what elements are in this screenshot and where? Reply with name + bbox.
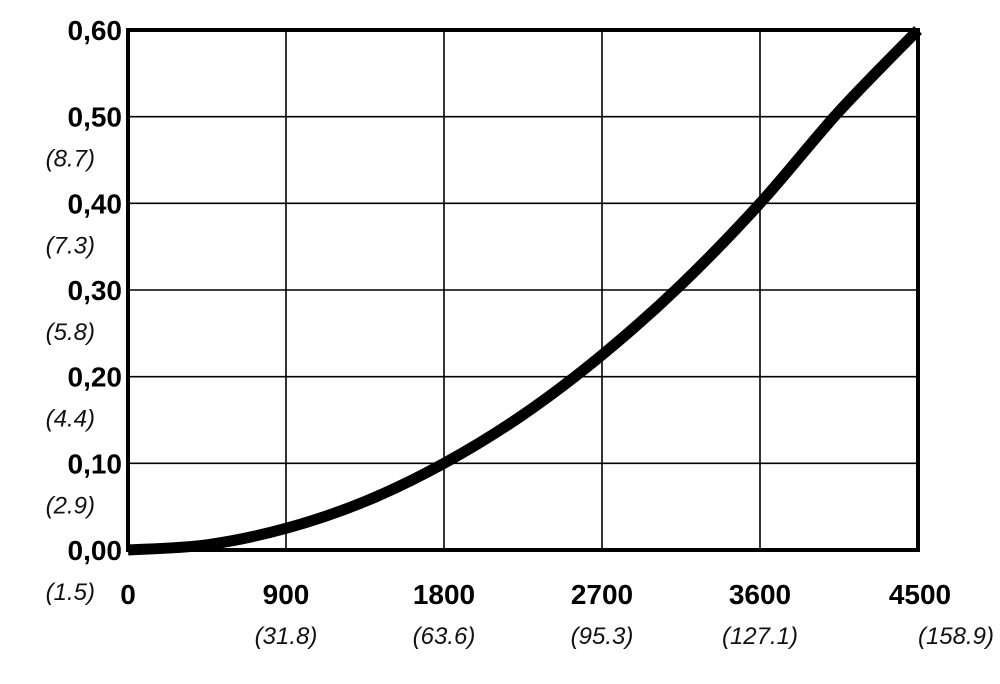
- y-tick-alt-label: (5.8): [46, 319, 95, 346]
- x-tick-label: 900: [263, 579, 310, 610]
- series-line-0: [127, 26, 922, 556]
- y-tick-label: 0,20: [68, 362, 123, 393]
- x-tick-label: 4500: [889, 579, 951, 610]
- x-tick-label: 1800: [413, 579, 475, 610]
- x-tick-alt-label: (63.6): [413, 623, 476, 650]
- x-tick-label: 2700: [571, 579, 633, 610]
- y-axis-ticks: 0,00 (1.5) 0,10 (2.9) 0,20 (4.4) 0,30 (5.8) 0,40…: [46, 15, 122, 606]
- x-tick-alt-label: (95.3): [571, 623, 634, 650]
- y-tick-label: 0,40: [68, 188, 123, 219]
- x-tick-alt-label: (31.8): [255, 623, 318, 650]
- grid-lines: [127, 29, 919, 551]
- y-tick-label: 0,10: [68, 448, 123, 479]
- y-tick-label: 0,50: [68, 102, 123, 133]
- y-tick-label: 0,30: [68, 275, 123, 306]
- x-tick-alt-label: (127.1): [722, 623, 798, 650]
- y-tick-alt-label: (1.5): [46, 579, 95, 606]
- y-tick-alt-label: (7.3): [46, 232, 95, 259]
- y-tick-alt-label: (4.4): [46, 406, 95, 433]
- x-tick-label: 0: [120, 579, 136, 610]
- y-tick-label: 0,00: [68, 535, 123, 566]
- x-tick-label: 3600: [729, 579, 791, 610]
- y-tick-alt-label: (2.9): [46, 492, 95, 519]
- series-layer: [127, 26, 922, 556]
- plot-frame: [126, 28, 920, 552]
- y-tick-label: 0,60: [68, 15, 123, 46]
- x-tick-alt-label: (158.9): [918, 623, 994, 650]
- x-axis-ticks: 0 900 (31.8) 1800 (63.6) 2700 (95.3) 3600 (127.1…: [120, 579, 994, 650]
- y-tick-alt-label: (8.7): [46, 146, 95, 173]
